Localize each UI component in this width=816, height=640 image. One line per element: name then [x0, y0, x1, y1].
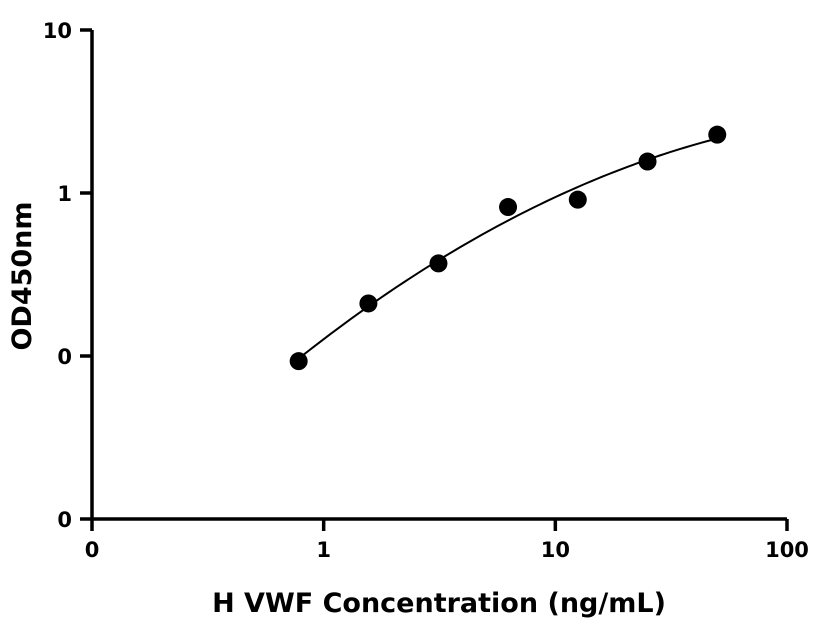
- x-tick-label-2: 10: [541, 538, 570, 562]
- data-point-1: [359, 294, 378, 313]
- y-tick-label-3: 10: [43, 19, 72, 43]
- data-point-3: [499, 198, 518, 217]
- fit-curve: [298, 137, 718, 360]
- y-axis: 0 0 1 10: [43, 19, 94, 532]
- data-point-4: [568, 190, 587, 209]
- data-point-5: [638, 152, 657, 171]
- data-point-2: [429, 254, 448, 273]
- x-tick-label-3: 100: [765, 538, 809, 562]
- x-tick-label-0: 0: [85, 538, 100, 562]
- x-tick-label-1: 1: [316, 538, 331, 562]
- x-axis: 0 1 10 100: [85, 517, 809, 562]
- x-ticks: 0 1 10 100: [85, 519, 809, 562]
- y-ticks: 0 0 1 10: [43, 19, 92, 532]
- data-point-6: [708, 125, 727, 144]
- x-axis-title: H VWF Concentration (ng/mL): [212, 588, 666, 619]
- data-points: [289, 125, 727, 371]
- y-tick-label-1: 0: [57, 345, 72, 369]
- y-tick-label-2: 1: [57, 182, 72, 206]
- y-axis-title: OD450nm: [7, 201, 38, 350]
- y-tick-label-0: 0: [57, 508, 72, 532]
- data-point-0: [289, 352, 308, 371]
